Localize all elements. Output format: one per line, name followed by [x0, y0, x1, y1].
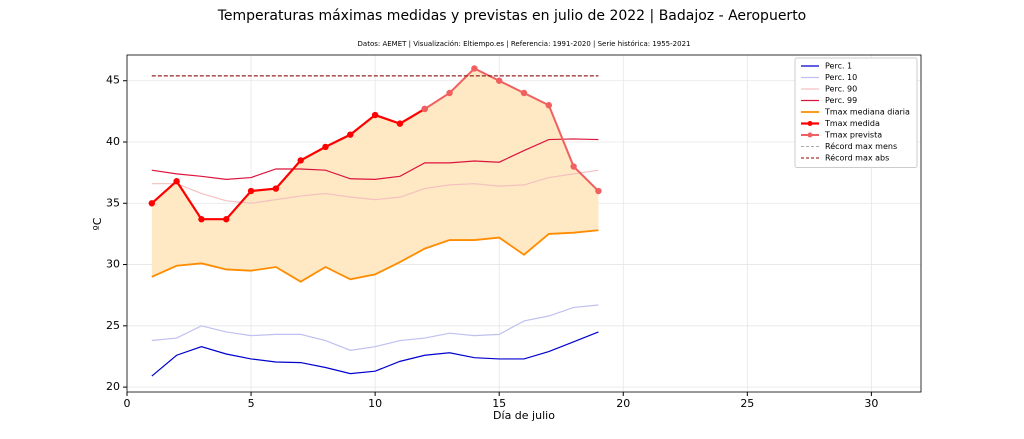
- legend-label: Perc. 90: [825, 85, 857, 94]
- point: [148, 200, 156, 207]
- series-line: [151, 107, 426, 221]
- x-tick-label: 5: [248, 397, 255, 410]
- y-tick-label: 35: [106, 196, 120, 209]
- series-line: [151, 169, 599, 204]
- y-tick-label: 20: [106, 380, 120, 393]
- legend-label: Perc. 1: [825, 62, 852, 71]
- x-axis-label: Día de julio: [493, 409, 555, 422]
- chart-title: Temperaturas máximas medidas y previstas…: [217, 8, 807, 24]
- chart-subtitle: Datos: AEMET | Visualización: Eltiempo.e…: [358, 40, 691, 48]
- legend-label: Tmax mediana diaria: [824, 108, 910, 117]
- y-axis-label: ºC: [91, 217, 104, 230]
- point: [446, 89, 453, 97]
- point: [322, 143, 329, 151]
- series-line: [151, 304, 599, 351]
- legend-label: Récord max abs: [825, 153, 889, 163]
- point: [247, 187, 255, 195]
- point: [198, 216, 205, 223]
- point: [520, 89, 528, 97]
- legend-label: Tmax medida: [824, 119, 880, 128]
- legend-label: Perc. 99: [825, 96, 857, 105]
- legend-label: Récord max mens: [825, 141, 897, 151]
- y-tick-label: 25: [106, 319, 120, 332]
- legend-marker: [807, 121, 813, 126]
- y-tick-label: 30: [106, 258, 120, 271]
- series-line: [151, 138, 599, 180]
- x-tick-label: 15: [492, 397, 506, 410]
- point: [471, 65, 478, 72]
- legend-label: Tmax prevista: [824, 131, 882, 140]
- x-tick-label: 10: [368, 397, 382, 410]
- point: [570, 163, 577, 170]
- point: [371, 111, 379, 119]
- series-line: [151, 331, 599, 377]
- point: [595, 187, 602, 195]
- series-line: [151, 229, 599, 283]
- point: [495, 77, 503, 84]
- x-tick-label: 30: [864, 397, 878, 410]
- x-tick-label: 20: [616, 397, 630, 410]
- point: [223, 216, 230, 223]
- x-tick-label: 0: [124, 397, 131, 410]
- series-line: [424, 67, 600, 192]
- y-tick-label: 40: [106, 135, 120, 148]
- y-tick-label: 45: [106, 74, 120, 87]
- legend-box: [794, 57, 918, 168]
- plot-frame: [126, 54, 922, 393]
- point: [421, 105, 428, 113]
- point: [347, 131, 354, 138]
- x-tick-label: 25: [740, 397, 754, 410]
- point: [173, 178, 180, 185]
- point: [396, 120, 404, 127]
- fill-area: [151, 68, 599, 282]
- legend-label: Perc. 10: [825, 73, 857, 82]
- point: [297, 157, 304, 164]
- legend-marker: [807, 132, 813, 138]
- point: [545, 102, 553, 109]
- point: [272, 185, 280, 192]
